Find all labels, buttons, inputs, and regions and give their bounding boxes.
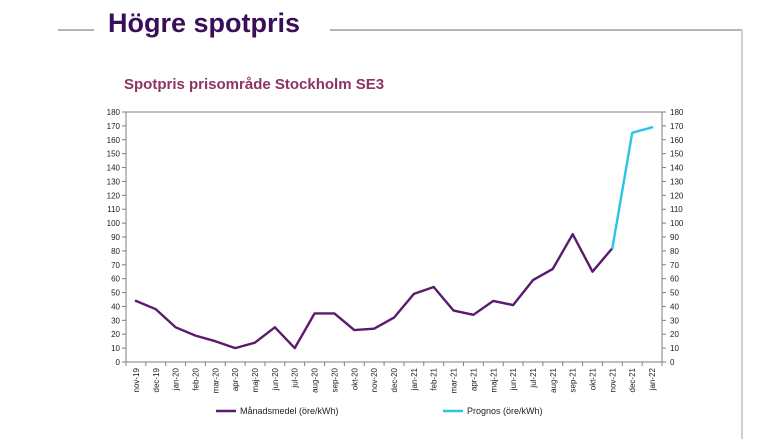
title-rule-left [58,29,94,31]
chart-title: Spotpris prisområde Stockholm SE3 [124,76,385,93]
y-tick-label-right: 80 [670,247,679,256]
y-tick-label-right: 160 [670,136,684,145]
chart-legend: Månadsmedel (öre/kWh) Prognos (öre/kWh) [216,406,543,416]
slide-title: Högre spotpris [108,8,301,38]
y-tick-label-right: 90 [670,233,679,242]
series-line-forecast [611,126,654,250]
y-tick-label-left: 30 [111,316,120,325]
x-tick-label: sep-21 [569,367,578,392]
x-tick-label: jan-20 [172,367,181,391]
y-tick-label-left: 170 [107,122,121,131]
x-tick-label: nov-19 [132,367,141,392]
y-tick-label-right: 170 [670,122,684,131]
y-tick-label-right: 120 [670,191,684,200]
x-tick-label: nov-20 [370,367,379,392]
y-tick-label-left: 110 [107,205,120,214]
x-tick-label: mar-20 [211,367,220,393]
y-tick-label-right: 20 [670,330,679,339]
y-tick-label-left: 0 [116,358,121,367]
plot-frame [125,111,663,363]
y-tick-label-left: 120 [107,191,121,200]
y-tick-label-right: 10 [670,344,679,353]
y-tick-label-right: 30 [670,316,679,325]
y-tick-label-right: 70 [670,261,679,270]
y-tick-label-left: 100 [107,219,121,228]
x-tick-label: jul-21 [529,367,538,388]
y-tick-label-right: 180 [670,108,684,117]
x-tick-label: okt-20 [350,367,359,390]
x-tick-label: feb-21 [430,367,439,390]
x-tick-label: maj-20 [251,367,260,392]
y-tick-label-right: 60 [670,275,679,284]
x-tick-label: nov-21 [608,367,617,392]
y-tick-label-left: 90 [111,233,120,242]
y-tick-label-left: 40 [111,302,120,311]
y-tick-label-right: 110 [670,205,683,214]
y-tick-label-left: 150 [107,150,121,159]
x-tick-label: jun-21 [509,367,518,391]
title-rule-right [330,29,742,31]
y-tick-label-left: 140 [107,164,121,173]
y-tick-label-right: 40 [670,302,679,311]
x-tick-label: dec-19 [152,367,161,392]
x-tick-label: jul-20 [291,367,300,388]
x-tick-label: mar-21 [450,367,459,393]
x-tick-label: sep-20 [330,367,339,392]
x-tick-label: apr-20 [231,367,240,391]
x-tick-label: okt-21 [589,367,598,390]
y-tick-label-left: 60 [111,275,120,284]
series-line-monthly [134,232,614,350]
y-tick-label-left: 160 [107,136,121,145]
x-tick-label: dec-21 [628,367,637,392]
y-tick-label-left: 70 [111,261,120,270]
x-tick-label: aug-21 [549,367,558,392]
y-tick-label-left: 10 [111,344,120,353]
x-tick-label: feb-20 [191,367,200,390]
x-tick-label: apr-21 [469,367,478,391]
y-tick-label-left: 20 [111,330,120,339]
legend-label-forecast: Prognos (öre/kWh) [467,406,543,416]
y-tick-label-right: 0 [670,358,675,367]
y-tick-label-left: 130 [107,177,121,186]
y-tick-label-right: 130 [670,177,684,186]
x-tick-label: aug-20 [311,367,320,392]
x-tick-label: jan-22 [648,367,657,391]
x-tick-label: jun-20 [271,367,280,391]
x-tick-label: jan-21 [410,367,419,391]
x-tick-label: maj-21 [489,367,498,392]
frame-rule-vertical [741,29,743,439]
y-tick-label-right: 50 [670,289,679,298]
y-tick-label-left: 50 [111,289,120,298]
y-tick-label-right: 140 [670,164,684,173]
y-tick-label-left: 180 [107,108,121,117]
x-tick-label: dec-20 [390,367,399,392]
chart-series [134,126,654,350]
y-tick-label-right: 100 [670,219,684,228]
y-tick-label-left: 80 [111,247,120,256]
chart-axes: 0 0 10 10 20 20 30 30 40 40 50 50 60 60 70 70 80 80 90 90 10… [107,108,684,393]
y-tick-label-right: 150 [670,150,684,159]
legend-label-monthly: Månadsmedel (öre/kWh) [240,406,339,416]
